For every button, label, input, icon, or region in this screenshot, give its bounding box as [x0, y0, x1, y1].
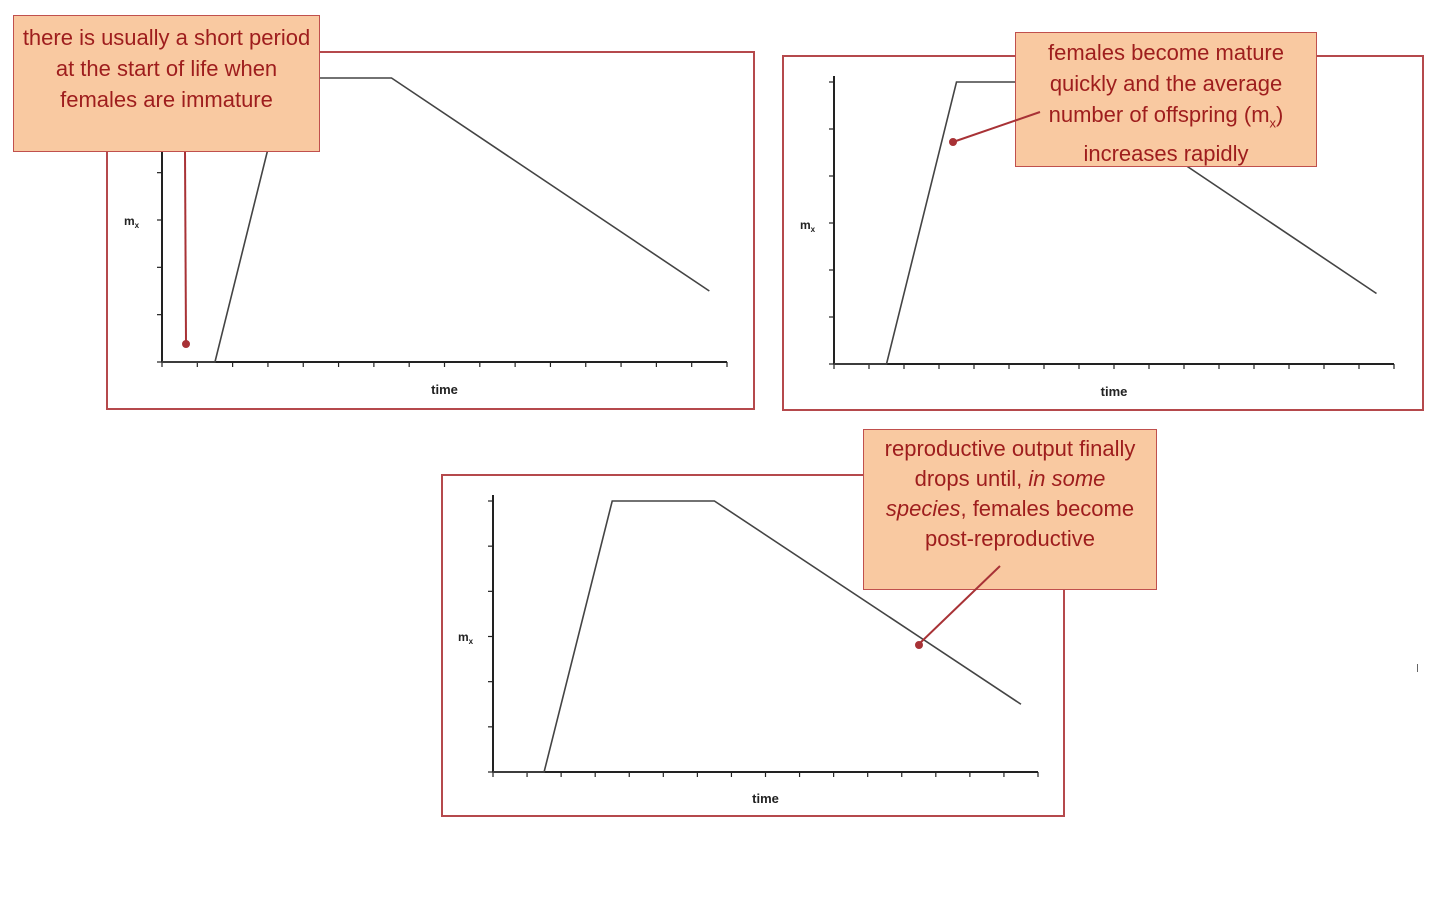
stray-mark [1417, 664, 1418, 672]
callout-immature: there is usually a short period at the s… [13, 15, 320, 152]
x-axis-label: time [752, 791, 779, 806]
x-axis-label: time [431, 382, 458, 397]
callout-mature-text: females become mature quickly and the av… [1048, 40, 1284, 167]
chart-3: time mx [458, 495, 1039, 806]
y-axis-label: mx [800, 218, 816, 234]
callout-immature-text: there is usually a short period at the s… [22, 25, 311, 112]
x-axis-label: time [1101, 384, 1128, 399]
callout-decline-text: reproductive output finally drops until,… [884, 436, 1136, 551]
mx-curve [493, 500, 1022, 773]
callout-mature: females become mature quickly and the av… [1015, 32, 1317, 167]
y-axis-label: mx [124, 214, 140, 230]
y-axis-label: mx [458, 630, 474, 646]
callout-decline: reproductive output finally drops until,… [863, 429, 1157, 590]
